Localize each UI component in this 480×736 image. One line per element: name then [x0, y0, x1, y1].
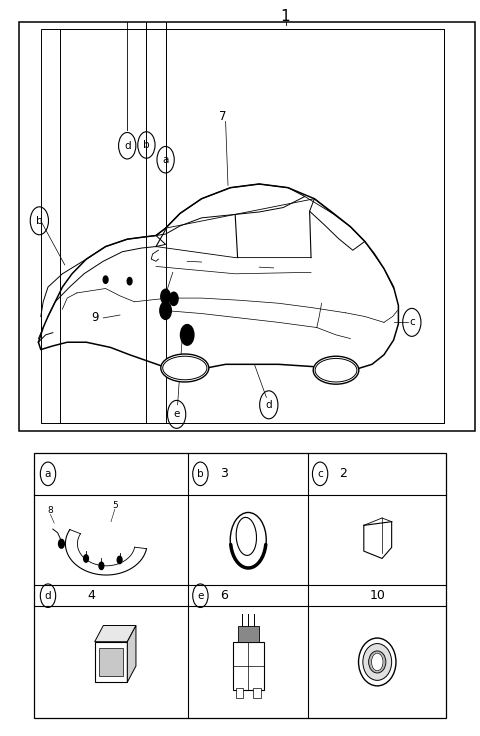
Bar [60, 29, 444, 423]
Circle shape [99, 562, 104, 570]
Ellipse shape [363, 643, 392, 680]
Text: a: a [162, 155, 169, 165]
Text: c: c [409, 317, 415, 328]
Bar [253, 688, 261, 698]
Circle shape [161, 289, 170, 304]
Circle shape [84, 555, 88, 562]
Bar [95, 642, 127, 682]
Bar [233, 642, 264, 690]
Circle shape [169, 292, 178, 305]
Ellipse shape [236, 517, 256, 556]
Ellipse shape [161, 354, 209, 382]
Ellipse shape [369, 651, 386, 673]
Polygon shape [95, 626, 136, 642]
Circle shape [103, 276, 108, 283]
Text: e: e [173, 409, 180, 420]
Text: 10: 10 [369, 590, 385, 602]
Text: d: d [265, 400, 272, 410]
Circle shape [160, 302, 171, 319]
Circle shape [372, 653, 383, 670]
Bar [238, 626, 259, 642]
Bar [19, 22, 475, 431]
Text: d: d [124, 141, 131, 151]
Circle shape [59, 539, 64, 548]
Text: b: b [36, 216, 43, 226]
Text: b: b [143, 140, 150, 150]
Text: 6: 6 [220, 590, 228, 602]
Ellipse shape [359, 638, 396, 686]
Text: 3: 3 [220, 467, 228, 481]
Polygon shape [127, 626, 136, 682]
Bar [236, 688, 243, 698]
Text: a: a [45, 469, 51, 479]
Circle shape [117, 556, 122, 564]
Text: 2: 2 [339, 467, 347, 481]
Text: 9: 9 [91, 311, 99, 325]
Text: 1: 1 [281, 9, 290, 24]
Ellipse shape [313, 356, 359, 384]
Text: d: d [45, 591, 51, 601]
Text: b: b [197, 469, 204, 479]
Bar [34, 453, 446, 718]
Bar [98, 648, 122, 676]
Circle shape [127, 277, 132, 285]
Bar [41, 29, 444, 423]
Text: c: c [317, 469, 323, 479]
Text: 7: 7 [219, 110, 227, 123]
Text: e: e [197, 591, 204, 601]
Text: 8: 8 [48, 506, 53, 515]
Text: 5: 5 [112, 501, 118, 510]
Text: 4: 4 [87, 590, 95, 602]
Circle shape [180, 325, 194, 345]
